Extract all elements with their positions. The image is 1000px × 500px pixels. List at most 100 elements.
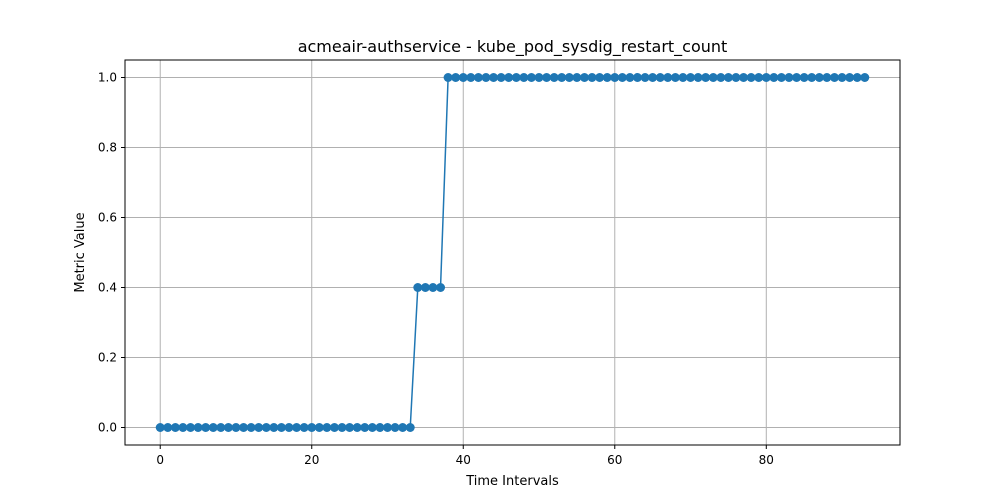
- data-point: [292, 423, 302, 432]
- data-point: [360, 423, 370, 432]
- data-point: [761, 73, 771, 82]
- data-point: [155, 423, 165, 432]
- data-point: [860, 73, 870, 82]
- data-point: [178, 423, 188, 432]
- data-point: [489, 73, 499, 82]
- data-point: [640, 73, 650, 82]
- data-point: [473, 73, 483, 82]
- data-point: [625, 73, 635, 82]
- data-point: [269, 423, 279, 432]
- data-point: [655, 73, 665, 82]
- data-point: [443, 73, 453, 82]
- x-tick-label: 40: [456, 453, 471, 467]
- data-point: [549, 73, 559, 82]
- x-tick-label: 60: [607, 453, 622, 467]
- data-point: [648, 73, 658, 82]
- data-point: [610, 73, 620, 82]
- data-point: [814, 73, 824, 82]
- axis-ticks: 0 20 40 60 80 0.0 0.2 0.4 0.6 0.8 1.0: [98, 71, 774, 468]
- data-point: [663, 73, 673, 82]
- data-point: [405, 423, 415, 432]
- data-point: [807, 73, 817, 82]
- data-point: [239, 423, 249, 432]
- data-point: [420, 283, 430, 292]
- chart-title: acmeair-authservice - kube_pod_sysdig_re…: [298, 37, 728, 57]
- data-point: [701, 73, 711, 82]
- data-point: [572, 73, 582, 82]
- data-point: [163, 423, 173, 432]
- data-point: [186, 423, 196, 432]
- y-tick-label: 0.6: [98, 211, 117, 225]
- data-point: [776, 73, 786, 82]
- data-point: [314, 423, 324, 432]
- plot-frame: [124, 59, 901, 446]
- data-point: [246, 423, 256, 432]
- data-point: [223, 423, 233, 432]
- data-point: [564, 73, 574, 82]
- data-point: [466, 73, 476, 82]
- data-point: [534, 73, 544, 82]
- data-point: [822, 73, 832, 82]
- data-point: [496, 73, 506, 82]
- y-tick-label: 0.2: [98, 351, 117, 365]
- data-point: [511, 73, 521, 82]
- data-point: [519, 73, 529, 82]
- data-point: [579, 73, 589, 82]
- data-point: [481, 73, 491, 82]
- data-point: [708, 73, 718, 82]
- data-point: [413, 283, 423, 292]
- data-point: [375, 423, 385, 432]
- data-point: [769, 73, 779, 82]
- data-point: [254, 423, 264, 432]
- grid-lines: [125, 60, 900, 445]
- data-point: [678, 73, 688, 82]
- data-point: [329, 423, 339, 432]
- data-point: [746, 73, 756, 82]
- data-point: [322, 423, 332, 432]
- data-point: [345, 423, 355, 432]
- y-tick-label: 0.0: [98, 421, 117, 435]
- data-point: [208, 423, 218, 432]
- data-point: [307, 423, 317, 432]
- data-point: [390, 423, 400, 432]
- data-point: [792, 73, 802, 82]
- data-point: [799, 73, 809, 82]
- data-point: [261, 423, 271, 432]
- data-point: [845, 73, 855, 82]
- data-point: [216, 423, 226, 432]
- data-point: [686, 73, 696, 82]
- data-point: [557, 73, 567, 82]
- data-point: [829, 73, 839, 82]
- data-point: [276, 423, 286, 432]
- data-point: [436, 283, 446, 292]
- data-point: [852, 73, 862, 82]
- data-point: [633, 73, 642, 82]
- data-point: [670, 73, 680, 82]
- data-point: [398, 423, 408, 432]
- data-point: [587, 73, 597, 82]
- data-point: [337, 423, 347, 432]
- data-point: [231, 423, 241, 432]
- x-tick-label: 80: [759, 453, 774, 467]
- data-point: [716, 73, 726, 82]
- y-tick-label: 1.0: [98, 71, 117, 85]
- data-point: [731, 73, 741, 82]
- data-point: [504, 73, 514, 82]
- data-point: [170, 423, 180, 432]
- data-point: [542, 73, 552, 82]
- data-point: [284, 423, 294, 432]
- data-point: [602, 73, 612, 82]
- y-tick-label: 0.4: [98, 281, 117, 295]
- data-point: [201, 423, 211, 432]
- data-point: [526, 73, 536, 82]
- x-axis-label: Time Intervals: [465, 474, 559, 489]
- data-point: [352, 423, 362, 432]
- data-point: [754, 73, 764, 82]
- data-point: [458, 73, 468, 82]
- y-tick-label: 0.8: [98, 141, 117, 155]
- data-point: [428, 283, 438, 292]
- data-point: [723, 73, 733, 82]
- series-line: [160, 76, 865, 429]
- data-point: [299, 423, 309, 432]
